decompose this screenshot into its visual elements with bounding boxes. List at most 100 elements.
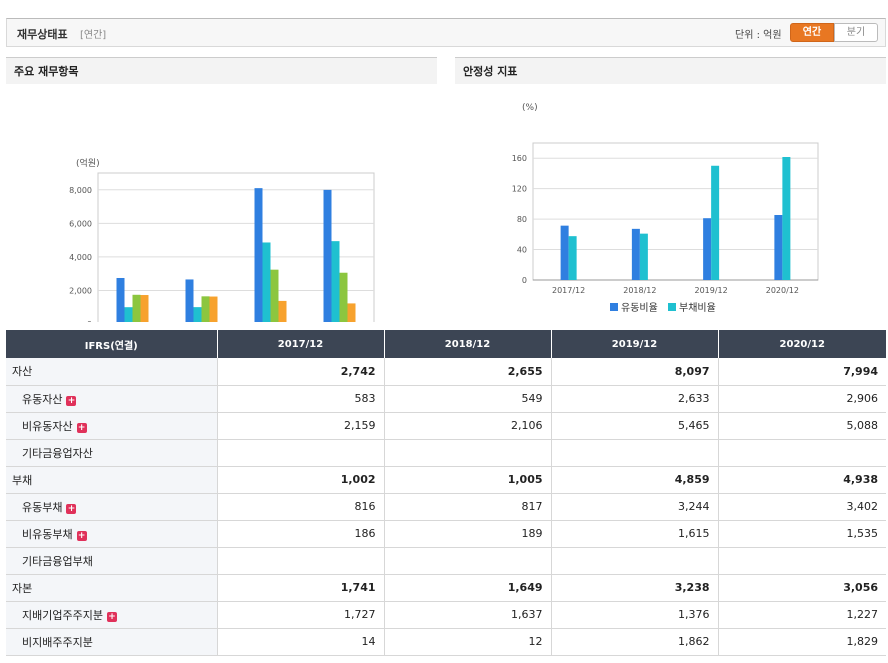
table-cell: 1,376 (551, 601, 719, 629)
balance-sheet-table: IFRS(연결) 2017/12 2018/12 2019/12 2020/12… (6, 330, 886, 656)
table-corner-header: IFRS(연결) (6, 330, 218, 358)
table-cell: 5,088 (718, 412, 886, 440)
table-cell (718, 547, 886, 575)
table-cell (718, 439, 886, 467)
y-tick-label: 160 (512, 154, 527, 163)
tab-annual[interactable]: 연간 (790, 23, 834, 42)
bar (639, 233, 648, 280)
table-cell: 2,742 (217, 358, 385, 386)
row-label[interactable]: 비유동자산 + (6, 412, 218, 440)
table-cell: 2,159 (217, 412, 385, 440)
bar (124, 307, 133, 322)
bar (631, 228, 640, 280)
y-tick-label: 6,000 (69, 219, 92, 228)
y-tick-label: 0 (87, 320, 92, 322)
bar (185, 279, 194, 322)
column-header: 2019/12 (551, 330, 719, 358)
table-row: 자산 2,742 2,655 8,097 7,994 (6, 358, 886, 386)
bar (703, 218, 712, 280)
legend-swatch (610, 303, 618, 311)
legend-label: 부채비율 (679, 302, 716, 314)
bar (782, 157, 791, 280)
table-cell: 2,655 (384, 358, 552, 386)
table-cell: 1,862 (551, 628, 719, 656)
bar (774, 215, 783, 280)
expand-plus-icon[interactable]: + (66, 395, 77, 406)
table-cell: 4,938 (718, 466, 886, 494)
legend-swatch (668, 303, 676, 311)
bar (323, 189, 332, 322)
row-label-text: 비지배주주지분 (22, 635, 93, 649)
bar (209, 296, 218, 322)
bar (132, 294, 141, 322)
major-items-title: 주요 재무항목 (6, 57, 437, 84)
table-cell: 7,994 (718, 358, 886, 386)
stability-title: 안정성 지표 (455, 57, 886, 84)
column-header: 2017/12 (217, 330, 385, 358)
table-cell: 12 (384, 628, 552, 656)
section-title: 재무상태표 (17, 28, 68, 41)
row-label-text: 비유동부채 (22, 527, 73, 541)
table-cell: 3,244 (551, 493, 719, 521)
table-cell: 1,829 (718, 628, 886, 656)
y-tick-label: 8,000 (69, 186, 92, 195)
tab-quarter[interactable]: 분기 (834, 23, 878, 42)
table-cell: 2,633 (551, 385, 719, 413)
row-label[interactable]: 비유동부채 + (6, 520, 218, 548)
row-label: 자본 (6, 574, 218, 602)
stability-chart: (%) 0 40 80 120 160 2017/12 2018/12 2019/12 2020/… (512, 103, 819, 314)
row-label[interactable]: 유동자산 + (6, 385, 218, 413)
table-cell (384, 547, 552, 575)
table-row: 비유동부채 +186 189 1,615 1,535 (6, 520, 886, 548)
column-header: 2018/12 (384, 330, 552, 358)
table-cell: 549 (384, 385, 552, 413)
table-cell: 817 (384, 493, 552, 521)
x-tick-label: 2019/12 (695, 286, 728, 295)
expand-plus-icon[interactable]: + (106, 611, 117, 622)
row-label-text: 자본 (12, 581, 33, 595)
plot-area (532, 142, 819, 281)
column-header: 2020/12 (718, 330, 886, 358)
y-tick-label: 40 (517, 246, 527, 255)
table-cell: 1,615 (551, 520, 719, 548)
row-label-text: 유동부채 (22, 500, 63, 514)
y-tick-label: 120 (512, 185, 527, 194)
table-row: 기타금융업부채 (6, 547, 886, 575)
row-label-text: 비유동자산 (22, 419, 73, 433)
table-cell: 5,465 (551, 412, 719, 440)
bar (339, 272, 348, 322)
table-row: 지배기업주주지분 +1,727 1,637 1,376 1,227 (6, 601, 886, 629)
expand-plus-icon[interactable]: + (76, 530, 87, 541)
table-cell: 816 (217, 493, 385, 521)
table-cell (384, 439, 552, 467)
row-label: 기타금융업자산 (6, 439, 218, 467)
y-tick-label: 4,000 (69, 253, 92, 262)
table-cell: 3,238 (551, 574, 719, 602)
expand-plus-icon[interactable]: + (66, 503, 77, 514)
bar (331, 241, 340, 322)
bar (201, 296, 210, 322)
table-row: 유동자산 +583 549 2,633 2,906 (6, 385, 886, 413)
bar (193, 307, 202, 322)
bar (560, 225, 569, 280)
row-label[interactable]: 유동부채 + (6, 493, 218, 521)
table-cell: 8,097 (551, 358, 719, 386)
y-tick-label: 0 (522, 276, 527, 285)
bar (116, 277, 125, 322)
y-tick-label: 2,000 (69, 286, 92, 295)
table-cell: 3,402 (718, 493, 886, 521)
table-cell: 186 (217, 520, 385, 548)
y-tick-label: 80 (517, 215, 527, 224)
table-cell (217, 547, 385, 575)
row-label: 비지배주주지분 (6, 628, 218, 656)
table-cell: 1,002 (217, 466, 385, 494)
row-label[interactable]: 지배기업주주지분 + (6, 601, 218, 629)
table-cell (551, 439, 719, 467)
table-cell: 3,056 (718, 574, 886, 602)
bar (262, 242, 271, 322)
expand-plus-icon[interactable]: + (76, 422, 87, 433)
row-label: 부채 (6, 466, 218, 494)
row-label-text: 유동자산 (22, 392, 63, 406)
table-cell: 189 (384, 520, 552, 548)
table-cell: 583 (217, 385, 385, 413)
